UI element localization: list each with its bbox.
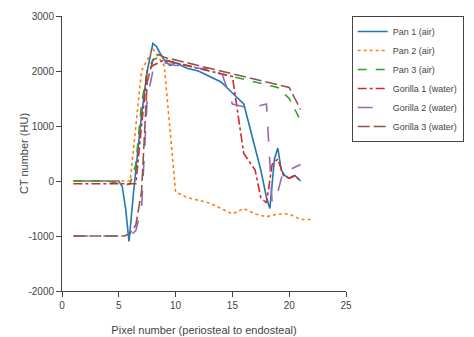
svg-text:CT number (HU): CT number (HU)	[18, 113, 30, 194]
svg-text:5: 5	[116, 300, 122, 311]
svg-text:Gorilla 3 (water): Gorilla 3 (water)	[393, 122, 457, 132]
svg-text:-2000: -2000	[28, 286, 54, 297]
svg-text:0: 0	[48, 176, 54, 187]
svg-text:2000: 2000	[32, 66, 55, 77]
svg-text:Pan 3 (air): Pan 3 (air)	[393, 65, 435, 75]
svg-text:15: 15	[227, 300, 239, 311]
svg-text:Pan 1 (air): Pan 1 (air)	[393, 27, 435, 37]
svg-text:Gorilla 1 (water): Gorilla 1 (water)	[393, 84, 457, 94]
svg-text:20: 20	[284, 300, 296, 311]
svg-text:Pan 2 (air): Pan 2 (air)	[393, 46, 435, 56]
svg-text:3000: 3000	[32, 11, 55, 22]
svg-text:10: 10	[170, 300, 182, 311]
svg-text:Gorilla 2 (water): Gorilla 2 (water)	[393, 103, 457, 113]
svg-text:25: 25	[340, 300, 352, 311]
svg-text:1000: 1000	[32, 121, 55, 132]
svg-text:-1000: -1000	[28, 231, 54, 242]
svg-text:Pixel number (periosteal to en: Pixel number (periosteal to endosteal)	[111, 324, 296, 336]
svg-text:0: 0	[59, 300, 65, 311]
